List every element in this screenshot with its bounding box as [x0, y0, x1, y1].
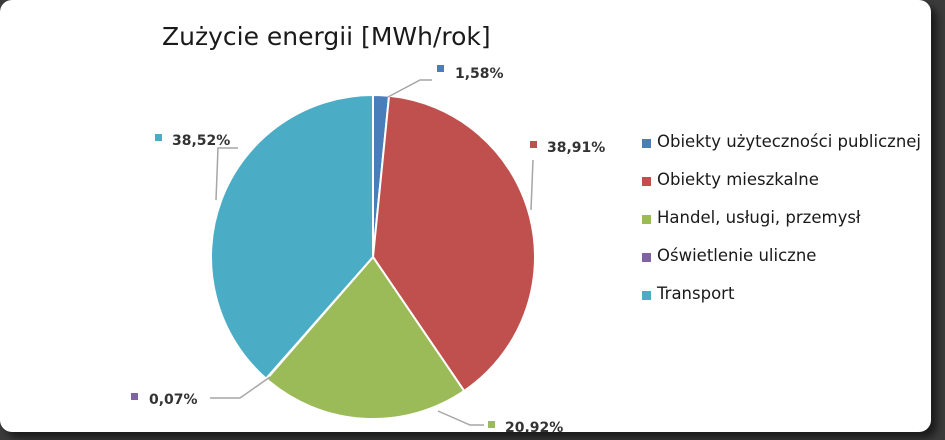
data-label-swatch: [131, 393, 138, 400]
legend-label: Obiekty mieszkalne: [657, 170, 819, 189]
data-label: 0,07%: [149, 392, 198, 408]
legend-label: Oświetlenie uliczne: [657, 246, 817, 265]
legend-item: Handel, usługi, przemysł: [642, 208, 921, 246]
data-label: 1,58%: [455, 66, 504, 82]
legend-swatch: [642, 291, 651, 300]
legend-swatch: [642, 215, 651, 224]
data-label: 38,52%: [172, 133, 230, 149]
legend-item: Oświetlenie uliczne: [642, 246, 921, 284]
legend-item: Obiekty użyteczności publicznej: [642, 132, 921, 170]
chart-title: Zużycie energii [MWh/rok]: [162, 22, 491, 51]
leader-line: [530, 159, 534, 211]
chart-frame: Zużycie energii [MWh/rok] 1,58% 38,91% 20,…: [0, 0, 931, 432]
legend-swatch: [642, 253, 651, 262]
legend: Obiekty użyteczności publicznej Obiekty m…: [642, 132, 921, 322]
legend-swatch: [642, 139, 651, 148]
pie-chart: 1,58% 38,91% 20,92% 0,07% 38,52%: [131, 65, 605, 432]
leader-line: [215, 147, 238, 201]
pie-slice: [265, 255, 466, 420]
legend-label: Handel, usługi, przemysł: [657, 208, 861, 227]
data-label-swatch: [488, 421, 495, 428]
legend-label: Transport: [657, 284, 735, 303]
data-label: 38,91%: [547, 140, 605, 156]
legend-swatch: [642, 177, 651, 186]
legend-label: Obiekty użyteczności publicznej: [657, 132, 922, 151]
leader-line: [387, 79, 432, 98]
leader-line: [210, 376, 271, 399]
data-label-swatch: [530, 141, 537, 148]
leader-line: [437, 410, 484, 426]
data-label-swatch: [437, 65, 444, 72]
pie-slice: [209, 93, 374, 381]
data-label: 20,92%: [505, 420, 563, 432]
data-label-swatch: [155, 134, 162, 141]
legend-item: Obiekty mieszkalne: [642, 170, 921, 208]
pie-slice: [371, 94, 536, 393]
legend-item: Transport: [642, 284, 921, 322]
